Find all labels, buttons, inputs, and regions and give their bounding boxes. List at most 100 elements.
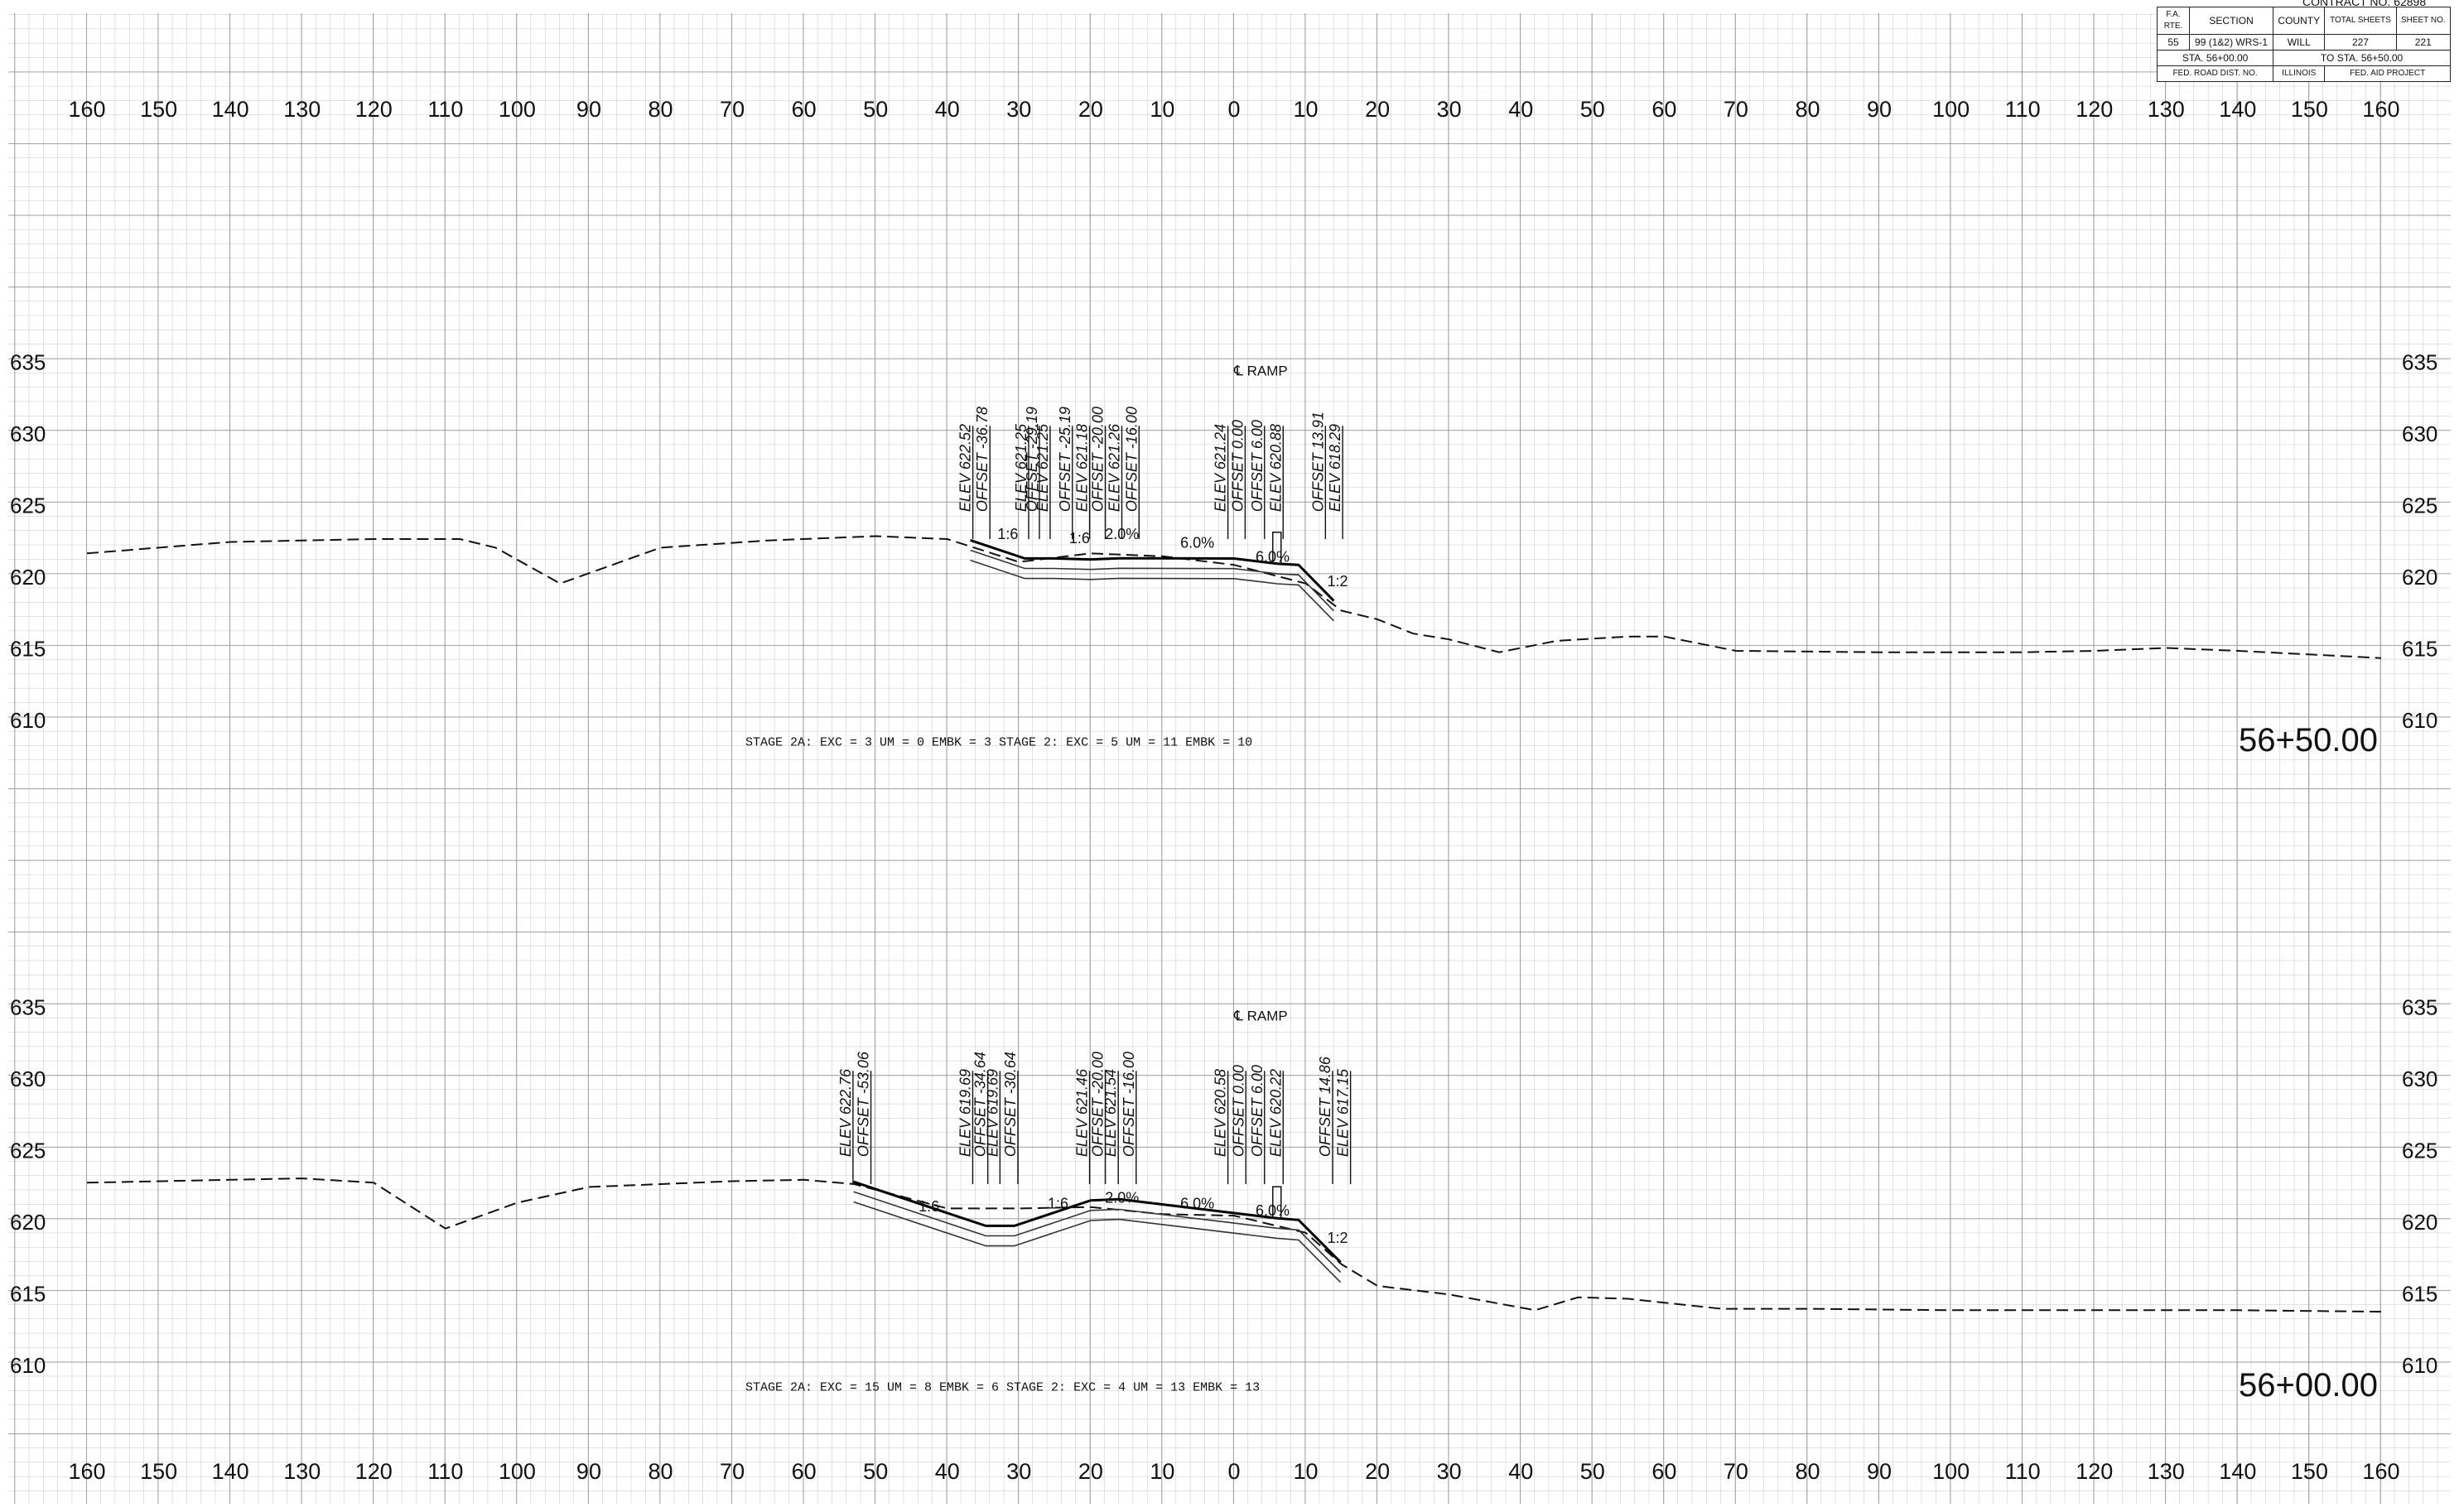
elevation-tick-label-right: 625 — [2402, 1138, 2437, 1163]
proposed-template-line — [970, 538, 1335, 602]
station-label: 56+50.00 — [2239, 722, 2378, 758]
offset-tick-label-bottom: 160 — [2362, 1459, 2399, 1484]
callout-label: ELEV 618.29 — [1327, 424, 1343, 512]
offset-tick-label-bottom: 140 — [212, 1459, 249, 1484]
offset-tick-label-top: 60 — [1651, 97, 1676, 122]
elevation-tick-label-right: 615 — [2402, 1282, 2437, 1307]
elevation-tick-label-left: 630 — [10, 421, 46, 446]
centerline-label: ℄ RAMP — [1233, 1009, 1288, 1024]
offset-tick-label-bottom: 100 — [1932, 1459, 1970, 1484]
curb-marker — [1271, 532, 1282, 565]
contract-number: CONTRACT NO. 62898 — [2302, 0, 2427, 8]
pavement-layer-line — [853, 1201, 1342, 1283]
elevation-tick-label-right: 610 — [2402, 708, 2437, 733]
offset-tick-label-top: 10 — [1294, 97, 1319, 122]
slope-label: 1:6 — [1048, 1195, 1068, 1211]
title-block: F.A. RTE. SECTION COUNTY TOTAL SHEETS SH… — [2156, 7, 2452, 82]
callout-label: ELEV 617.15 — [1335, 1068, 1352, 1157]
callout-label: ELEV 621.54 — [1102, 1069, 1119, 1157]
offset-tick-label-top: 20 — [1365, 97, 1390, 122]
offset-tick-label-top: 60 — [792, 97, 817, 122]
elevation-tick-label-right: 620 — [2402, 565, 2437, 590]
callout-label: ELEV 620.58 — [1213, 1069, 1229, 1157]
callout-label: OFFSET -16.00 — [1123, 407, 1140, 512]
title-block-total: 227 — [2324, 34, 2397, 51]
offset-tick-label-top: 10 — [1150, 97, 1174, 122]
drawing-overlay: 1601601501501401401301301201201101101001… — [10, 97, 2437, 1484]
callout-label: ELEV 622.76 — [837, 1068, 854, 1157]
earthwork-quantities: STAGE 2A: EXC = 3 UM = 0 EMBK = 3 STAGE … — [745, 735, 1252, 749]
callout-label: OFFSET -30.64 — [1002, 1052, 1019, 1157]
slope-label: 6.0% — [1180, 534, 1214, 551]
offset-tick-label-bottom: 10 — [1294, 1459, 1319, 1484]
title-block-rte-header: F.A. RTE. — [2157, 7, 2190, 35]
offset-tick-label-top: 0 — [1227, 97, 1240, 122]
offset-tick-label-bottom: 150 — [2291, 1459, 2328, 1484]
offset-tick-label-bottom: 140 — [2219, 1459, 2256, 1484]
offset-tick-label-top: 150 — [2291, 97, 2328, 122]
offset-tick-label-bottom: 10 — [1150, 1459, 1174, 1484]
callout-label: ELEV 621.25 — [1034, 423, 1051, 512]
slope-label: 6.0% — [1256, 1202, 1290, 1219]
offset-tick-label-top: 100 — [499, 97, 536, 122]
pavement-layer-line — [853, 1191, 1342, 1274]
offset-tick-label-top: 30 — [1437, 97, 1462, 122]
callout-label: OFFSET 13.91 — [1309, 412, 1326, 512]
offset-tick-label-top: 50 — [1580, 97, 1605, 122]
offset-tick-label-top: 160 — [2362, 97, 2399, 122]
callout-label: OFFSET -34.64 — [972, 1052, 989, 1157]
offset-tick-label-bottom: 120 — [355, 1459, 393, 1484]
elevation-tick-label-right: 620 — [2402, 1210, 2437, 1235]
elevation-tick-label-left: 620 — [10, 1210, 46, 1235]
elevation-tick-label-right: 615 — [2402, 637, 2437, 662]
offset-tick-label-top: 120 — [355, 97, 393, 122]
callout-label: OFFSET -20.00 — [1090, 1052, 1107, 1157]
elevation-tick-label-right: 630 — [2402, 1067, 2437, 1091]
callout-label: ELEV 620.22 — [1267, 1069, 1284, 1157]
offset-tick-label-top: 130 — [2148, 97, 2185, 122]
elevation-tick-label-left: 610 — [10, 708, 46, 733]
elevation-tick-label-right: 635 — [2402, 994, 2437, 1019]
offset-tick-label-bottom: 70 — [720, 1459, 745, 1484]
callout-label: OFFSET -20.00 — [1090, 407, 1107, 512]
title-block-sheet-header: SHEET NO. — [2395, 7, 2452, 35]
callout-label: ELEV 621.18 — [1074, 424, 1091, 512]
offset-tick-label-top: 70 — [1724, 97, 1748, 122]
title-block-sta-to: TO STA. 56+50.00 — [2273, 50, 2451, 66]
slope-label: 1:6 — [919, 1198, 939, 1215]
elevation-tick-label-left: 625 — [10, 493, 46, 518]
offset-tick-label-bottom: 120 — [2076, 1459, 2113, 1484]
title-block-section-header: SECTION — [2188, 7, 2274, 35]
title-block-sheet: 221 — [2395, 34, 2452, 51]
offset-tick-label-bottom: 60 — [792, 1459, 817, 1484]
offset-tick-label-top: 80 — [1795, 97, 1820, 122]
callout-label: OFFSET 0.00 — [1230, 1065, 1246, 1157]
offset-tick-label-top: 90 — [576, 97, 601, 122]
offset-tick-label-bottom: 90 — [1867, 1459, 1892, 1484]
callout-label: OFFSET -53.06 — [856, 1051, 872, 1157]
offset-tick-label-top: 110 — [427, 97, 463, 122]
pavement-layer-line — [970, 549, 1334, 612]
offset-tick-label-bottom: 100 — [499, 1459, 536, 1484]
elevation-tick-label-left: 635 — [10, 349, 46, 374]
offset-tick-label-bottom: 130 — [2148, 1459, 2185, 1484]
offset-tick-label-top: 30 — [1006, 97, 1031, 122]
callout-label: ELEV 621.26 — [1107, 423, 1123, 512]
elevation-tick-label-right: 630 — [2402, 421, 2437, 446]
callout-label: OFFSET 6.00 — [1249, 1065, 1266, 1157]
offset-tick-label-top: 90 — [1867, 97, 1892, 122]
title-block-sta-from: STA. 56+00.00 — [2156, 50, 2274, 66]
slope-label: 2.0% — [1105, 526, 1139, 542]
callout-label: ELEV 621.46 — [1074, 1068, 1091, 1157]
elevation-tick-label-right: 625 — [2402, 493, 2437, 518]
offset-tick-label-top: 120 — [2076, 97, 2113, 122]
offset-tick-label-top: 100 — [1932, 97, 1970, 122]
elevation-tick-label-left: 635 — [10, 994, 46, 1019]
offset-tick-label-top: 160 — [69, 97, 106, 122]
offset-tick-label-bottom: 130 — [283, 1459, 321, 1484]
elevation-tick-label-left: 625 — [10, 1138, 46, 1163]
slope-label: 6.0% — [1180, 1195, 1214, 1211]
slope-label: 1:2 — [1328, 1230, 1348, 1246]
title-block-section: 99 (1&2) WRS-1 — [2188, 34, 2274, 51]
